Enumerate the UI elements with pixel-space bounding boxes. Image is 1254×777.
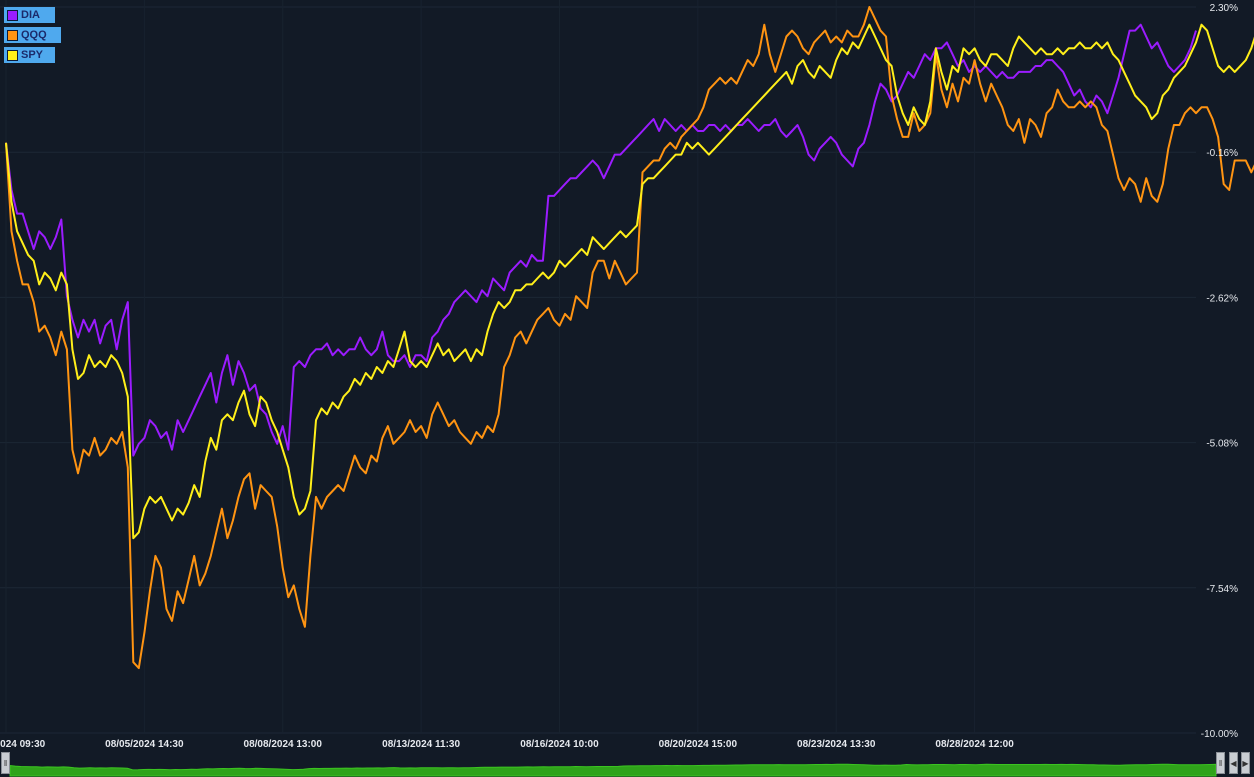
x-tick-label: 08/08/2024 13:00 bbox=[244, 739, 323, 750]
overview-strip[interactable] bbox=[9, 763, 1217, 777]
x-tick-label: 08/16/2024 10:00 bbox=[520, 739, 599, 750]
gridlines bbox=[0, 6, 1196, 734]
y-axis: 2.30% -0.16% -2.62% -5.08% -7.54% -10.00% bbox=[1201, 3, 1238, 740]
x-tick-label: 08/28/2024 12:00 bbox=[935, 739, 1014, 750]
legend-label-spy: SPY bbox=[21, 49, 44, 61]
y-tick-label: -7.54% bbox=[1206, 584, 1238, 595]
y-tick-label: -5.08% bbox=[1206, 439, 1238, 450]
series-line-dia bbox=[5, 23, 1197, 457]
legend-label-dia: DIA bbox=[21, 9, 40, 21]
series-line-qqq bbox=[5, 6, 1254, 670]
y-tick-label: -10.00% bbox=[1201, 729, 1238, 740]
legend-item-dia[interactable]: DIA bbox=[4, 7, 55, 23]
dia-swatch bbox=[7, 9, 18, 21]
legend-item-qqq[interactable]: QQQ bbox=[4, 27, 61, 43]
series-line-spy bbox=[5, 23, 1254, 540]
x-tick-label: 08/20/2024 15:00 bbox=[659, 739, 738, 750]
qqq-swatch bbox=[7, 29, 18, 41]
x-axis: 08/01/2024 09:30 08/05/2024 14:30 08/08/20… bbox=[0, 739, 1014, 750]
series-layer bbox=[5, 6, 1254, 670]
x-tick-label: 08/23/2024 13:30 bbox=[797, 739, 876, 750]
scrollbar-left-handle[interactable]: ‖ bbox=[1, 752, 10, 774]
scroll-next-button[interactable]: ▶ bbox=[1241, 752, 1250, 774]
legend-label-qqq: QQQ bbox=[21, 29, 47, 41]
y-tick-label: -0.16% bbox=[1206, 148, 1238, 159]
legend: DIA QQQ SPY bbox=[4, 7, 61, 67]
x-tick-label: 08/01/2024 09:30 bbox=[0, 739, 46, 750]
legend-item-spy[interactable]: SPY bbox=[4, 47, 55, 63]
x-tick-label: 08/13/2024 11:30 bbox=[382, 739, 460, 750]
spy-swatch bbox=[7, 49, 18, 61]
scrollbar-right-handle[interactable]: ‖ bbox=[1216, 752, 1225, 774]
y-tick-label: 2.30% bbox=[1210, 3, 1238, 14]
scroll-prev-button[interactable]: ◀ bbox=[1229, 752, 1238, 774]
x-tick-label: 08/05/2024 14:30 bbox=[105, 739, 184, 750]
y-tick-label: -2.62% bbox=[1206, 293, 1238, 304]
